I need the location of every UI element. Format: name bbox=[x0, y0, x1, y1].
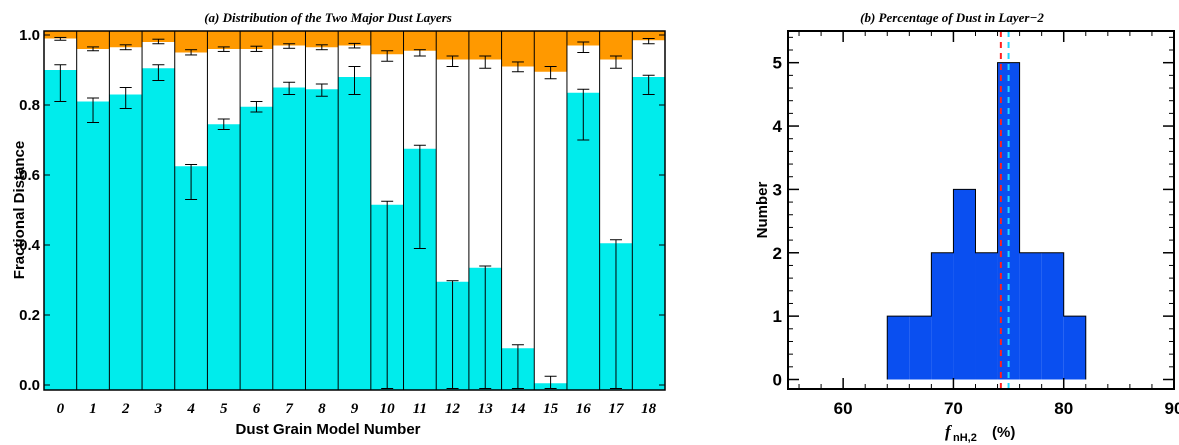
layer2-bar bbox=[174, 31, 208, 53]
panel-b-y-ticks: 0 1 2 3 4 5 bbox=[773, 36, 1174, 389]
histogram-bar bbox=[887, 316, 910, 380]
x-tick-label: 8 bbox=[318, 401, 326, 417]
x-tick-label: 17 bbox=[608, 401, 624, 417]
panel-a-title: (a) Distribution of the Two Major Dust L… bbox=[204, 10, 452, 25]
layer2-bar bbox=[566, 31, 600, 46]
layer1-bar bbox=[109, 94, 143, 390]
layer1-bar bbox=[338, 77, 371, 390]
layer2-bar bbox=[76, 31, 110, 49]
panel-b-x-ticks: 60 70 80 90 bbox=[798, 31, 1179, 418]
layer1-bar bbox=[240, 106, 273, 390]
histogram-bar bbox=[1063, 316, 1086, 380]
layer1-bar bbox=[207, 124, 241, 390]
layer1-bar bbox=[44, 70, 77, 390]
x-tick-label: 13 bbox=[478, 401, 494, 417]
panel-b-plot-frame bbox=[787, 30, 1175, 390]
x-tick-label: 10 bbox=[380, 401, 396, 417]
layer2-bar bbox=[207, 31, 241, 49]
panel-a-errorbars bbox=[54, 36, 655, 389]
layer2-bar bbox=[370, 31, 404, 55]
layer2-bar bbox=[142, 31, 175, 42]
panel-a-y-ticks: 0.0 0.2 0.4 0.6 0.8 1.0 bbox=[19, 27, 665, 394]
histogram-bar bbox=[953, 189, 976, 380]
panel-a-x-ticks: 0 1 2 3 4 5 6 7 8 9 10 11 12 13 14 15 16 17 18 bbox=[57, 401, 657, 417]
x-tick-label: 80 bbox=[1054, 399, 1073, 418]
y-tick-label: 3 bbox=[773, 180, 782, 199]
x-tick-label: 2 bbox=[121, 401, 130, 417]
layer2-bar bbox=[534, 31, 567, 72]
layer2-bar bbox=[338, 31, 371, 46]
panel-b-y-axis-label: Number bbox=[754, 182, 771, 239]
panel-b-x-label-subscript: nH,2 bbox=[953, 432, 977, 444]
panel-a-y-axis-label: Fractional Distance bbox=[11, 141, 28, 279]
layer1-bar bbox=[632, 77, 665, 390]
panel-a-x-axis-label: Dust Grain Model Number bbox=[235, 421, 420, 438]
layer2-bar bbox=[403, 31, 437, 51]
layer2-bar bbox=[501, 31, 535, 67]
histogram-bar bbox=[909, 316, 932, 380]
layer1-bar bbox=[76, 101, 110, 390]
y-tick-label: 2 bbox=[773, 244, 782, 263]
layer2-bar bbox=[305, 31, 339, 48]
y-tick-label: 4 bbox=[773, 117, 783, 136]
x-tick-label: 1 bbox=[89, 401, 97, 417]
y-tick-label: 0.4 bbox=[19, 237, 41, 254]
x-tick-label: 5 bbox=[220, 401, 228, 417]
y-tick-label: 0.6 bbox=[19, 167, 40, 184]
x-tick-label: 14 bbox=[510, 401, 526, 417]
x-tick-label: 6 bbox=[253, 401, 261, 417]
x-tick-label: 16 bbox=[576, 401, 592, 417]
layer2-bar bbox=[599, 31, 633, 60]
layer1-bar bbox=[305, 89, 339, 390]
layer1-bar bbox=[566, 92, 600, 390]
x-tick-label: 7 bbox=[285, 401, 293, 417]
panel-a: (a) Distribution of the Two Major Dust L… bbox=[11, 10, 666, 438]
y-tick-label: 1 bbox=[773, 307, 782, 326]
y-tick-label: 0.8 bbox=[19, 97, 40, 114]
layer2-bar bbox=[436, 31, 469, 60]
panel-b-x-axis-label: f nH,2 (%) bbox=[945, 422, 1015, 444]
x-tick-label: 3 bbox=[154, 401, 163, 417]
y-tick-label: 1.0 bbox=[19, 27, 40, 44]
x-tick-label: 0 bbox=[57, 401, 65, 417]
x-tick-label: 12 bbox=[445, 401, 461, 417]
panel-a-bars bbox=[43, 31, 665, 390]
x-tick-label: 18 bbox=[641, 401, 657, 417]
panel-b: (b) Percentage of Dust in Layer−2 0 1 2 3 4 5… bbox=[754, 10, 1179, 444]
panel-b-title: (b) Percentage of Dust in Layer−2 bbox=[860, 10, 1044, 25]
x-tick-label: 11 bbox=[413, 401, 427, 417]
histogram-bar bbox=[975, 252, 998, 380]
panel-b-x-label-unit: (%) bbox=[992, 424, 1015, 441]
y-tick-label: 0 bbox=[773, 370, 782, 389]
layer1-bar bbox=[174, 166, 208, 390]
layer2-bar bbox=[632, 31, 665, 41]
layer2-bar bbox=[109, 31, 143, 48]
x-tick-label: 70 bbox=[944, 399, 963, 418]
y-tick-label: 0.0 bbox=[19, 377, 40, 394]
x-tick-label: 90 bbox=[1165, 399, 1179, 418]
layer2-bar bbox=[44, 31, 77, 39]
histogram-bar bbox=[931, 252, 954, 380]
histogram-outline bbox=[886, 62, 1087, 380]
x-tick-label: 15 bbox=[543, 401, 559, 417]
panel-b-histogram bbox=[886, 62, 1087, 380]
y-tick-label: 0.2 bbox=[19, 307, 40, 324]
x-tick-label: 60 bbox=[834, 399, 853, 418]
layer1-bar bbox=[142, 68, 175, 390]
layer1-bar bbox=[272, 87, 306, 390]
layer2-bar bbox=[272, 31, 306, 46]
layer2-bar bbox=[468, 31, 502, 60]
histogram-bar bbox=[1019, 252, 1042, 380]
layer2-bar bbox=[240, 31, 273, 49]
x-tick-label: 9 bbox=[351, 401, 359, 417]
x-tick-label: 4 bbox=[186, 401, 195, 417]
histogram-bar bbox=[1041, 252, 1064, 380]
panel-b-mean-lines bbox=[999, 31, 1010, 389]
y-tick-label: 5 bbox=[773, 54, 782, 73]
panel-a-plot-frame bbox=[43, 30, 666, 391]
panel-b-x-label-main: f bbox=[945, 422, 953, 441]
